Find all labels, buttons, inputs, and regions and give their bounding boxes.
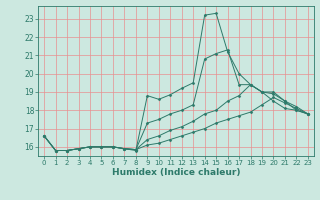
- X-axis label: Humidex (Indice chaleur): Humidex (Indice chaleur): [112, 168, 240, 177]
